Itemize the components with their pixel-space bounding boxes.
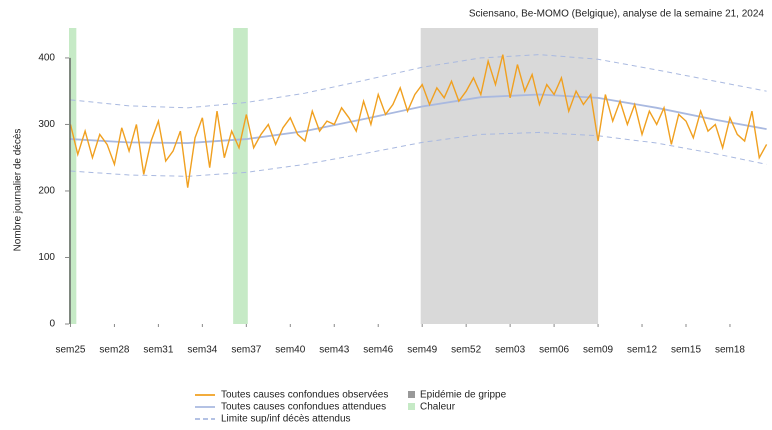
y-tick-label: 300 [38, 119, 55, 130]
y-axis-label: Nombre journalier de décès [13, 129, 24, 252]
x-tick-label: sem09 [583, 345, 613, 356]
x-tick-label: sem18 [715, 345, 745, 356]
x-tick-label: sem40 [275, 345, 305, 356]
x-tick-label: sem12 [627, 345, 657, 356]
x-tick-label: sem31 [143, 345, 173, 356]
legend-label: Toutes causes confondues attendues [221, 402, 386, 413]
x-tick-label: sem34 [187, 345, 217, 356]
series-line [69, 54, 768, 188]
x-tick-label: sem28 [99, 345, 129, 356]
y-tick-label: 400 [38, 53, 55, 64]
legend-label: Limite sup/inf décès attendus [221, 414, 351, 425]
legend-label: Epidémie de grippe [420, 390, 507, 401]
legend-swatch [408, 403, 415, 410]
plot [69, 54, 768, 188]
x-tick-label: sem46 [363, 345, 393, 356]
legend-label: Chaleur [420, 402, 456, 413]
x-tick-label: sem06 [539, 345, 569, 356]
chart-title: Sciensano, Be-MOMO (Belgique), analyse d… [469, 9, 765, 20]
legend-label: Toutes causes confondues observées [221, 390, 388, 401]
y-tick-label: 0 [49, 319, 55, 330]
x-tick-label: sem43 [319, 345, 349, 356]
x-tick-label: sem37 [231, 345, 261, 356]
period-band [233, 28, 248, 324]
bands [69, 28, 599, 324]
period-band [69, 28, 77, 324]
y-tick-label: 100 [38, 252, 55, 263]
x-tick-label: sem15 [671, 345, 701, 356]
x-tick-label: sem25 [55, 345, 85, 356]
series-line [70, 93, 767, 144]
y-tick-label: 200 [38, 186, 55, 197]
series-line [70, 54, 767, 109]
series-line [70, 131, 767, 177]
x-tick-label: sem03 [495, 345, 525, 356]
x-tick-label: sem49 [407, 345, 437, 356]
x-tick-label: sem52 [451, 345, 481, 356]
legend-swatch [408, 391, 415, 398]
period-band [420, 28, 599, 324]
